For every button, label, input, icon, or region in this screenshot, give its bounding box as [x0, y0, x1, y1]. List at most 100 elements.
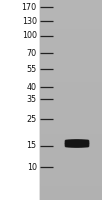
Bar [40, 174, 102, 175]
Bar [40, 117, 102, 118]
Text: 10: 10 [27, 162, 37, 171]
Bar [40, 23, 102, 24]
Bar [40, 20, 102, 21]
Bar [40, 111, 102, 112]
Bar [40, 119, 102, 120]
Bar [40, 150, 102, 151]
Bar [40, 156, 102, 157]
Bar [40, 188, 102, 189]
Bar [40, 163, 102, 164]
Bar [40, 180, 102, 181]
Bar [40, 61, 102, 62]
Bar [40, 190, 102, 191]
Bar [40, 136, 102, 137]
Bar [40, 17, 102, 18]
Bar [40, 8, 102, 9]
FancyBboxPatch shape [65, 140, 88, 146]
Bar [40, 123, 102, 124]
Bar [40, 38, 102, 39]
Bar [40, 149, 102, 150]
Bar [40, 101, 102, 102]
Bar [40, 76, 102, 77]
Bar [40, 110, 102, 111]
Bar [40, 86, 102, 87]
Bar [40, 14, 102, 15]
Bar [40, 84, 102, 85]
Bar [40, 10, 102, 11]
Text: 25: 25 [27, 114, 37, 123]
Bar [40, 184, 102, 185]
Bar [40, 31, 102, 32]
Bar [40, 144, 102, 145]
Bar [40, 113, 102, 114]
Bar [40, 97, 102, 98]
Bar [40, 177, 102, 178]
Bar [40, 140, 102, 141]
Bar [40, 191, 102, 192]
Bar [40, 183, 102, 184]
Bar [40, 159, 102, 160]
Bar [40, 24, 102, 25]
Bar [40, 145, 102, 146]
Bar [40, 80, 102, 81]
Bar [40, 181, 102, 182]
Bar [40, 48, 102, 49]
Bar [40, 199, 102, 200]
Bar [40, 49, 102, 50]
Bar [40, 88, 102, 89]
Bar [40, 72, 102, 73]
Bar [40, 0, 102, 200]
Bar [40, 189, 102, 190]
Bar [40, 128, 102, 129]
Bar [40, 121, 102, 122]
Bar [40, 77, 102, 78]
Bar [40, 153, 102, 154]
Bar [40, 133, 102, 134]
Bar [40, 7, 102, 8]
Bar [40, 16, 102, 17]
Bar [40, 15, 102, 16]
Text: 15: 15 [27, 142, 37, 150]
Bar [40, 41, 102, 42]
Bar [40, 148, 102, 149]
Text: 35: 35 [27, 95, 37, 104]
Bar [0, 0, 40, 200]
Bar [40, 32, 102, 33]
Bar [40, 62, 102, 63]
Bar [40, 176, 102, 177]
Bar [40, 185, 102, 186]
Bar [40, 124, 102, 125]
Bar [40, 143, 102, 144]
Bar [40, 134, 102, 135]
Bar [40, 160, 102, 161]
Bar [40, 172, 102, 173]
Text: 70: 70 [27, 48, 37, 58]
Bar [40, 168, 102, 169]
Bar [40, 155, 102, 156]
Bar [40, 87, 102, 88]
Bar [40, 56, 102, 57]
Bar [40, 196, 102, 197]
Bar [40, 112, 102, 113]
Bar [40, 108, 102, 109]
Bar [40, 130, 102, 131]
Bar [40, 91, 102, 92]
Bar [40, 105, 102, 106]
Bar [40, 139, 102, 140]
Bar [40, 122, 102, 123]
Bar [40, 73, 102, 74]
Bar [40, 52, 102, 53]
Bar [40, 195, 102, 196]
Bar [40, 54, 102, 55]
Bar [40, 78, 102, 79]
Bar [40, 165, 102, 166]
Bar [40, 167, 102, 168]
Bar [40, 4, 102, 5]
Bar [40, 39, 102, 40]
Bar [40, 186, 102, 187]
Bar [40, 85, 102, 86]
Bar [40, 22, 102, 23]
Bar [40, 182, 102, 183]
Bar [40, 194, 102, 195]
Bar [40, 57, 102, 58]
